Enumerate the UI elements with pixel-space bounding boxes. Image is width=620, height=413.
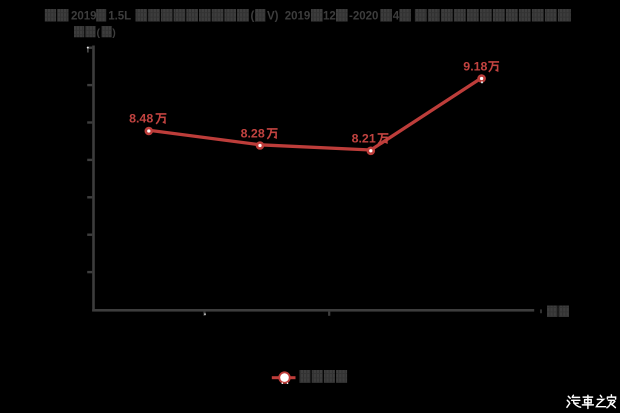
svg-text:-2020: -2020 bbox=[349, 10, 378, 22]
svg-text:12: 12 bbox=[323, 10, 336, 22]
svg-text:(: ( bbox=[251, 10, 255, 22]
svg-text:(: ( bbox=[97, 27, 101, 39]
svg-text:9.18: 9.18 bbox=[463, 59, 487, 73]
svg-text:2019: 2019 bbox=[71, 10, 97, 22]
svg-text:8.48: 8.48 bbox=[129, 111, 153, 125]
svg-text:8.28: 8.28 bbox=[241, 126, 265, 140]
svg-text:V): V) bbox=[267, 10, 279, 22]
svg-text:8.21: 8.21 bbox=[352, 131, 376, 145]
svg-text:2019: 2019 bbox=[285, 10, 311, 22]
svg-text:): ) bbox=[112, 27, 116, 39]
svg-text:1.5L: 1.5L bbox=[108, 10, 131, 22]
svg-text:4: 4 bbox=[393, 10, 400, 22]
